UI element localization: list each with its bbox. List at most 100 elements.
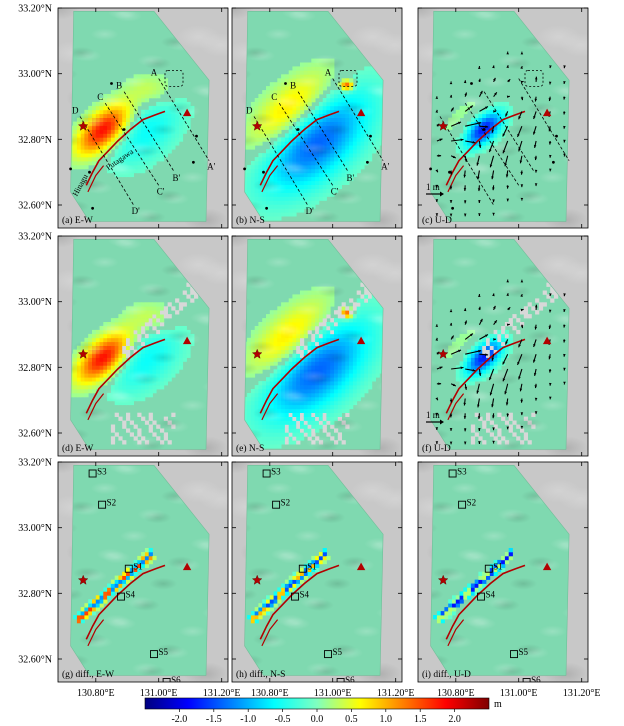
displacement-cell xyxy=(349,314,354,319)
displacement-cell xyxy=(284,74,290,79)
displacement-cell xyxy=(463,133,468,138)
displacement-cell xyxy=(163,86,168,91)
displacement-cell xyxy=(341,408,346,413)
displacement-cell xyxy=(318,168,324,174)
displacement-cell xyxy=(311,161,316,166)
displacement-cell xyxy=(107,145,112,150)
displacement-cell xyxy=(137,393,142,398)
displacement-cell xyxy=(379,329,384,335)
displacement-cell xyxy=(148,385,153,390)
displacement-cell xyxy=(334,333,339,339)
displacement-cell xyxy=(92,129,97,134)
displacement-cell xyxy=(73,381,78,386)
displacement-cell xyxy=(375,353,380,358)
displacement-cell xyxy=(360,86,365,91)
displacement-cell xyxy=(368,310,373,315)
decorrelation-cell xyxy=(512,432,517,437)
displacement-cell xyxy=(296,125,301,130)
displacement-cell xyxy=(303,294,308,299)
displacement-cell xyxy=(322,176,327,182)
displacement-cell xyxy=(296,381,301,386)
displacement-cell xyxy=(345,389,350,394)
displacement-cell xyxy=(352,369,358,374)
displacement-cell xyxy=(341,141,346,146)
displacement-cell xyxy=(345,121,350,126)
displacement-cell xyxy=(277,157,282,162)
displacement-cell xyxy=(95,157,100,162)
arrow-head xyxy=(502,378,506,382)
displacement-cell xyxy=(470,361,476,366)
displacement-cell xyxy=(368,345,373,350)
displacement-cell xyxy=(137,318,142,323)
displacement-cell xyxy=(345,349,350,354)
displacement-cell xyxy=(337,412,342,417)
decorrelation-cell xyxy=(504,333,510,339)
arrow-head xyxy=(505,402,509,406)
displacement-cell xyxy=(284,117,290,122)
displacement-cell xyxy=(364,322,369,327)
displacement-cell xyxy=(292,117,297,122)
displacement-cell xyxy=(126,361,131,366)
decorrelation-cell xyxy=(175,310,180,315)
displacement-cell xyxy=(371,365,376,370)
profile-line xyxy=(332,78,384,161)
displacement-cell xyxy=(76,125,82,130)
displacement-cell xyxy=(459,133,464,138)
arrow-head xyxy=(506,65,509,69)
relief-shade xyxy=(232,236,254,248)
displacement-cell xyxy=(330,141,335,146)
displacement-cell xyxy=(493,345,498,350)
displacement-cell xyxy=(288,314,293,319)
displacement-cell xyxy=(337,90,342,95)
displacement-cell xyxy=(277,168,282,174)
displacement-cell xyxy=(178,353,184,358)
displacement-cell xyxy=(114,361,119,366)
displacement-cell xyxy=(281,109,286,115)
displacement-cell xyxy=(349,82,354,87)
displacement-cell xyxy=(269,86,274,91)
displacement-cell xyxy=(337,373,342,378)
displacement-cell xyxy=(133,157,138,162)
relief-shade xyxy=(329,417,358,430)
displacement-cell xyxy=(70,145,74,150)
displacement-cell xyxy=(318,101,324,107)
arrow-head xyxy=(520,80,524,84)
displacement-cell xyxy=(281,400,286,406)
displacement-cell xyxy=(244,176,248,182)
decorrelation-cell xyxy=(334,322,339,327)
displacement-cell xyxy=(76,619,82,624)
displacement-cell xyxy=(137,302,142,307)
displacement-cell xyxy=(84,353,89,358)
arrow-head xyxy=(435,324,439,327)
displacement-cell xyxy=(463,141,468,146)
decorrelation-cell xyxy=(307,329,312,335)
displacement-cell xyxy=(262,176,267,182)
displacement-cell xyxy=(175,141,180,146)
displacement-cell xyxy=(371,377,376,382)
displacement-cell xyxy=(266,153,271,158)
displacement-cell xyxy=(133,165,138,170)
displacement-cell xyxy=(375,357,380,362)
displacement-cell xyxy=(341,369,346,374)
arrow-head xyxy=(563,111,566,115)
displacement-cell xyxy=(288,145,293,150)
decorrelation-cell xyxy=(470,424,476,429)
displacement-cell xyxy=(315,90,320,95)
displacement-cell xyxy=(88,133,93,138)
relief-shade xyxy=(270,322,299,335)
displacement-cell xyxy=(156,310,161,315)
decorrelation-cell xyxy=(322,412,327,417)
arrow-head xyxy=(478,78,481,82)
displacement-cell xyxy=(379,78,384,83)
displacement-cell xyxy=(334,165,339,170)
zoom-box xyxy=(524,70,544,87)
decorrelation-cell xyxy=(493,349,498,354)
displacement-cell xyxy=(269,204,274,209)
displacement-cell xyxy=(379,365,384,370)
displacement-cell xyxy=(311,165,316,170)
displacement-cell xyxy=(482,109,487,115)
arrow-head xyxy=(534,169,538,173)
arrow-head xyxy=(438,382,442,385)
displacement-cell xyxy=(118,86,123,91)
relief-shade xyxy=(137,282,166,295)
